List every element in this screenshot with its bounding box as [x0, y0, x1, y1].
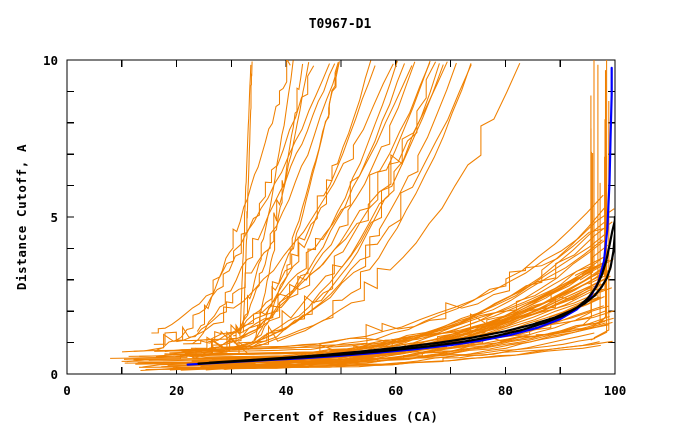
data-curves	[110, 60, 615, 372]
ensemble-curve-group	[110, 60, 615, 372]
ensemble-curve	[196, 60, 291, 332]
ensemble-curve	[133, 63, 394, 352]
ensemble-curve	[151, 63, 330, 334]
x-tick-label: 20	[169, 383, 184, 398]
ensemble-curve	[233, 60, 294, 344]
ensemble-curve-tail	[579, 153, 594, 281]
ensemble-curve	[242, 61, 253, 333]
x-axis-label: Percent of Residues (CA)	[243, 409, 438, 424]
ensemble-curve	[192, 61, 437, 359]
ensemble-curve	[169, 62, 431, 354]
y-axis-label: Distance Cutoff, A	[14, 144, 29, 290]
ensemble-curve-low	[162, 321, 613, 370]
ensemble-curve	[203, 63, 440, 352]
x-tick-label: 80	[498, 383, 513, 398]
ensemble-curve-tail	[581, 60, 595, 275]
ensemble-curve-low	[200, 296, 600, 366]
ensemble-curve	[203, 60, 398, 351]
ensemble-curve-tail	[574, 95, 592, 276]
ensemble-curve-low	[161, 322, 606, 368]
ensemble-curve	[231, 63, 472, 351]
page-title: T0967-D1	[308, 17, 372, 32]
x-tick-label: 100	[604, 383, 627, 398]
ensemble-curve	[190, 210, 606, 349]
ensemble-curve	[203, 60, 431, 354]
ensemble-curve-low	[140, 294, 598, 372]
ensemble-curve	[183, 65, 413, 345]
ensemble-curve	[165, 64, 472, 355]
ensemble-curve	[251, 61, 340, 343]
ensemble-curve	[226, 60, 372, 344]
reference-curve	[197, 215, 615, 365]
ensemble-curve	[175, 64, 444, 358]
y-tick-label: 5	[50, 210, 58, 225]
reference-curve	[208, 215, 615, 364]
x-tick-label: 0	[63, 383, 71, 398]
ensemble-curve	[153, 61, 448, 345]
ensemble-curve	[212, 63, 405, 346]
ensemble-curve	[170, 219, 608, 365]
ensemble-curve	[239, 64, 252, 337]
y-tick-label: 10	[43, 53, 58, 68]
tick-labels: 0 20 40 60 80 100 0 5 10	[43, 53, 626, 398]
y-tick-label: 0	[50, 367, 58, 382]
ensemble-curve	[192, 63, 336, 345]
ensemble-curve-tail	[587, 119, 606, 298]
ensemble-curve	[254, 62, 339, 340]
ensemble-curve	[197, 61, 416, 341]
x-tick-label: 40	[279, 383, 294, 398]
ensemble-curve	[176, 62, 340, 343]
ensemble-curve	[154, 208, 615, 352]
axis-titles: Distance Cutoff, A Percent of Residues (…	[14, 144, 438, 424]
highlight-curve-group	[186, 66, 615, 366]
ensemble-curve	[253, 63, 304, 341]
ensemble-curve-tail	[575, 128, 592, 321]
ensemble-curve	[233, 62, 310, 337]
x-tick-label: 60	[388, 383, 403, 398]
ensemble-curve	[181, 194, 604, 353]
